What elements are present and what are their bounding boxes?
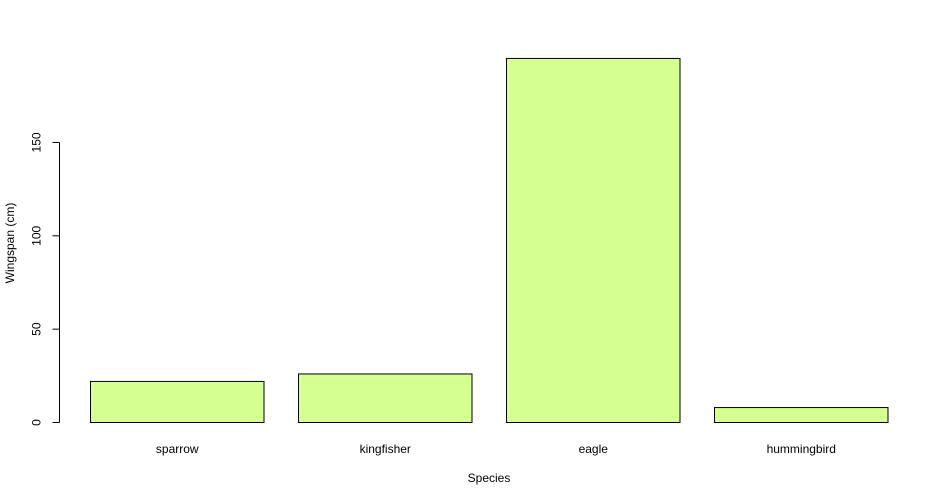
y-tick-label-100: 100 — [30, 225, 44, 245]
bar-hummingbird — [714, 407, 889, 423]
x-tick-label-hummingbird: hummingbird — [767, 442, 836, 456]
bar-kingfisher — [298, 373, 473, 424]
y-tick-label-0: 0 — [30, 419, 44, 426]
y-axis: 0 50 100 150 — [30, 132, 60, 426]
y-tick-label-50: 50 — [30, 322, 44, 336]
x-axis-label: Species — [468, 471, 511, 485]
bar-eagle — [506, 57, 681, 424]
bars-group — [90, 57, 889, 424]
x-tick-label-kingfisher: kingfisher — [360, 442, 411, 456]
x-tick-label-sparrow: sparrow — [156, 442, 199, 456]
y-tick-label-150: 150 — [30, 132, 44, 152]
x-tick-labels: sparrow kingfisher eagle hummingbird — [156, 442, 836, 456]
y-axis-label: Wingspan (cm) — [3, 203, 17, 284]
x-tick-label-eagle: eagle — [579, 442, 609, 456]
bar-sparrow — [90, 380, 265, 423]
